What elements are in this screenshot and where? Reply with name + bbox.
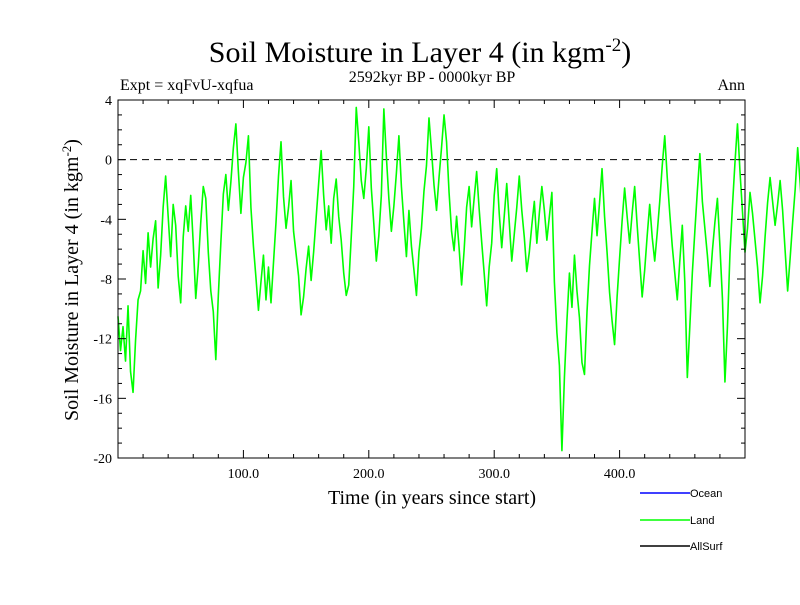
y-tick-label: -12 xyxy=(93,333,112,348)
y-tick-label: -16 xyxy=(93,392,112,407)
legend-label-allsurf: AllSurf xyxy=(690,541,723,553)
y-tick-label: -8 xyxy=(100,273,112,288)
legend-label-land: Land xyxy=(690,515,714,527)
y-axis-label-suffix: ) xyxy=(61,139,83,146)
y-axis-label-main: Soil Moisture in Layer 4 (in kgm xyxy=(61,156,83,421)
series-group xyxy=(117,106,800,452)
chart-title-suffix: ) xyxy=(621,36,631,69)
axis-ticks: 4 0 -4 -8 -12 -16 -20 100.0 200.0 300.0 400.0 xyxy=(93,94,745,482)
y-axis-label-superscript: -2 xyxy=(59,146,74,157)
x-tick-label: 100.0 xyxy=(228,467,260,482)
legend-label-ocean: Ocean xyxy=(690,488,722,500)
season-label: Ann xyxy=(717,77,745,94)
y-tick-label: -20 xyxy=(93,452,112,467)
x-axis-label: Time (in years since start) xyxy=(328,487,536,509)
experiment-label: Expt = xqFvU-xqfua xyxy=(120,77,253,94)
chart-title: Soil Moisture in Layer 4 (in kgm-2) xyxy=(209,35,631,69)
series-line-land xyxy=(117,106,800,452)
plot-frame xyxy=(117,99,746,459)
legend: Ocean Land AllSurf xyxy=(640,488,723,553)
y-tick-label: 0 xyxy=(105,154,112,169)
chart-title-superscript: -2 xyxy=(605,35,621,56)
x-tick-label: 200.0 xyxy=(353,467,385,482)
y-tick-label: 4 xyxy=(105,94,112,109)
x-tick-label: 400.0 xyxy=(604,467,636,482)
period-label: 2592kyr BP - 0000kyr BP xyxy=(349,69,516,86)
y-axis-label: Soil Moisture in Layer 4 (in kgm-2) xyxy=(59,139,83,421)
y-tick-label: -4 xyxy=(100,213,112,228)
chart-title-main: Soil Moisture in Layer 4 (in kgm xyxy=(209,36,606,69)
x-tick-label: 300.0 xyxy=(478,467,510,482)
